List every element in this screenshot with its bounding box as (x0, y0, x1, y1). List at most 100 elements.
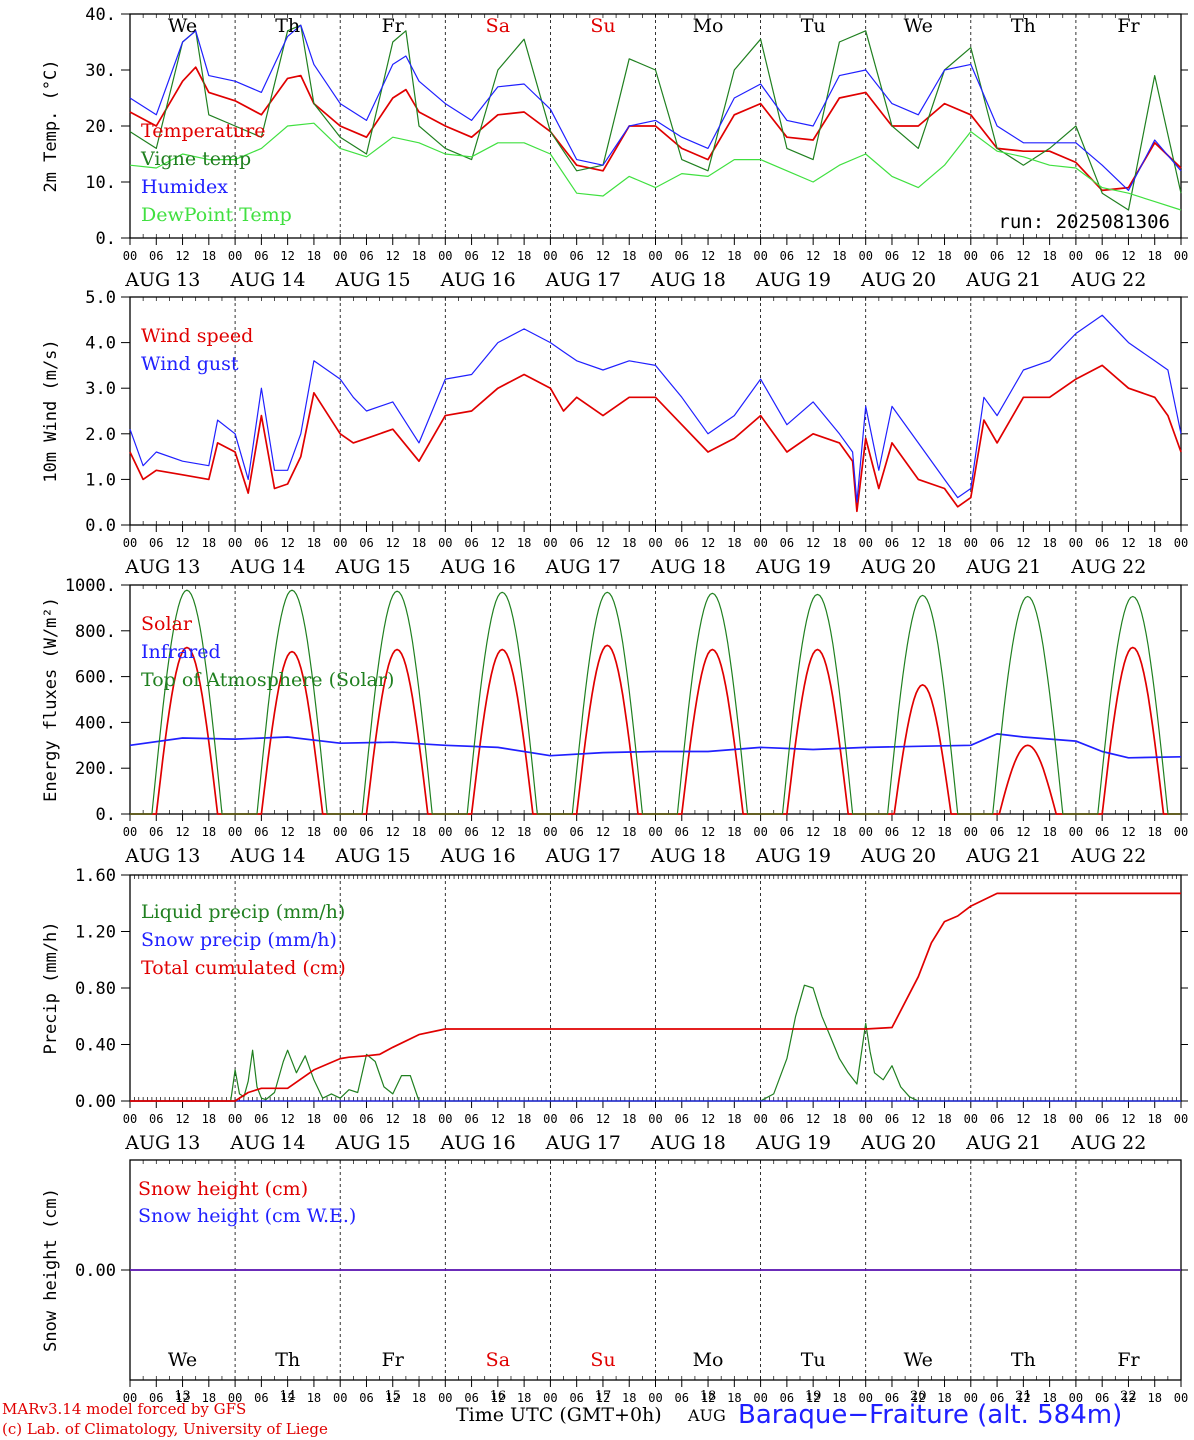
hour-tick-label: 12 (386, 1391, 400, 1405)
date-label: AUG 18 (650, 1132, 726, 1154)
weekday-label: Mo (693, 15, 724, 37)
weekday-label: We (168, 1349, 197, 1371)
hour-tick-label: 18 (727, 536, 741, 550)
hour-tick-label: 18 (202, 1391, 216, 1405)
date-label: AUG 17 (545, 845, 621, 867)
hour-tick-label: 18 (307, 1391, 321, 1405)
hour-tick-label: 12 (386, 536, 400, 550)
hour-tick-label: 06 (675, 825, 689, 839)
hour-tick-label: 06 (254, 536, 268, 550)
hour-tick-label: 12 (280, 1112, 294, 1126)
series-line-liquid-precip-mm-h- (130, 984, 1181, 1102)
hour-tick-label: 12 (911, 249, 925, 263)
weekday-label: We (904, 1349, 933, 1371)
hour-tick-label: 00 (438, 1112, 452, 1126)
y-axis-label: Snow height (cm) (41, 1188, 61, 1352)
day-number: 19 (805, 1389, 822, 1404)
hour-tick-label: 12 (175, 825, 189, 839)
hour-tick-label: 06 (359, 1112, 373, 1126)
hour-tick-label: 06 (149, 1391, 163, 1405)
hour-tick-label: 18 (1147, 825, 1161, 839)
hour-tick-label: 06 (569, 1112, 583, 1126)
hour-tick-label: 18 (727, 249, 741, 263)
hour-tick-label: 00 (858, 825, 872, 839)
hour-tick-label: 12 (911, 1391, 925, 1405)
hour-tick-label: 00 (228, 249, 242, 263)
site-title: Baraque−Fraiture (alt. 584m) (738, 1400, 1123, 1430)
weekday-label: Sa (486, 15, 510, 37)
hour-tick-label: 18 (1147, 536, 1161, 550)
legend-entry: Wind speed (141, 325, 253, 347)
y-tick-label: 1.60 (75, 866, 116, 886)
day-number: 17 (595, 1389, 612, 1404)
hour-tick-label: 18 (202, 249, 216, 263)
hour-tick-label: 06 (675, 536, 689, 550)
y-tick-label: 5.0 (85, 288, 116, 308)
hour-tick-label: 12 (1016, 249, 1030, 263)
hour-tick-label: 18 (517, 1112, 531, 1126)
hour-tick-label: 18 (517, 249, 531, 263)
hour-tick-label: 18 (412, 249, 426, 263)
hour-tick-label: 06 (675, 1391, 689, 1405)
y-tick-label: 0. (96, 805, 116, 825)
hour-tick-label: 00 (964, 249, 978, 263)
hour-tick-label: 18 (1042, 1391, 1056, 1405)
date-label: AUG 19 (755, 845, 831, 867)
hour-tick-label: 00 (228, 1112, 242, 1126)
y-axis-label: 10m Wind (m/s) (41, 339, 61, 482)
hour-tick-label: 18 (1042, 825, 1056, 839)
hour-tick-label: 18 (307, 825, 321, 839)
y-tick-label: 1000. (65, 576, 116, 596)
hour-tick-label: 00 (964, 1391, 978, 1405)
date-label: AUG 16 (440, 845, 516, 867)
series-line-dewpoint-temp (129, 122, 1182, 211)
hour-tick-label: 12 (911, 536, 925, 550)
y-tick-label: 3.0 (85, 379, 116, 399)
hour-tick-label: 00 (123, 1112, 137, 1126)
hour-tick-label: 06 (1095, 536, 1109, 550)
hour-tick-label: 12 (806, 1112, 820, 1126)
lab-credit: (c) Lab. of Climatology, University of L… (2, 1420, 328, 1438)
hour-tick-label: 00 (1069, 825, 1083, 839)
hour-tick-label: 18 (832, 825, 846, 839)
date-label: AUG 16 (440, 1132, 516, 1154)
hour-tick-label: 00 (1174, 1112, 1188, 1126)
weekday-label: Fr (1117, 1349, 1140, 1371)
hour-tick-label: 06 (1095, 1391, 1109, 1405)
day-number: 22 (1120, 1389, 1137, 1404)
y-tick-label: 2.0 (85, 425, 116, 445)
hour-tick-label: 18 (1042, 536, 1056, 550)
hour-tick-label: 06 (780, 1391, 794, 1405)
hour-tick-label: 06 (1095, 1112, 1109, 1126)
hour-tick-label: 18 (937, 536, 951, 550)
day-number: 18 (700, 1389, 717, 1404)
hour-tick-label: 12 (280, 1391, 294, 1405)
hour-tick-label: 00 (648, 825, 662, 839)
hour-tick-label: 18 (1147, 1391, 1161, 1405)
y-tick-label: 0.0 (85, 516, 116, 536)
date-label: AUG 14 (229, 269, 305, 291)
date-label: AUG 22 (1070, 1132, 1146, 1154)
y-tick-label: 20. (85, 117, 116, 137)
y-tick-label: 30. (85, 61, 116, 81)
hour-tick-label: 12 (701, 1391, 715, 1405)
hour-tick-label: 00 (753, 249, 767, 263)
hour-tick-label: 12 (1016, 825, 1030, 839)
date-label: AUG 15 (334, 845, 410, 867)
hour-tick-label: 18 (832, 536, 846, 550)
weekday-label: Th (275, 15, 300, 37)
hour-tick-label: 18 (937, 825, 951, 839)
weekday-label: Fr (382, 15, 405, 37)
hour-tick-label: 12 (911, 1112, 925, 1126)
y-tick-label: 800. (75, 622, 116, 642)
hour-tick-label: 00 (858, 536, 872, 550)
hour-tick-label: 12 (386, 1112, 400, 1126)
hour-tick-label: 12 (491, 249, 505, 263)
weekday-label: We (168, 15, 197, 37)
y-axis-label: Precip (mm/h) (41, 921, 61, 1054)
hour-tick-label: 00 (964, 825, 978, 839)
hour-tick-label: 06 (780, 249, 794, 263)
hour-tick-label: 12 (1016, 1391, 1030, 1405)
series-line-infrared (129, 733, 1182, 759)
hour-tick-label: 00 (1174, 249, 1188, 263)
